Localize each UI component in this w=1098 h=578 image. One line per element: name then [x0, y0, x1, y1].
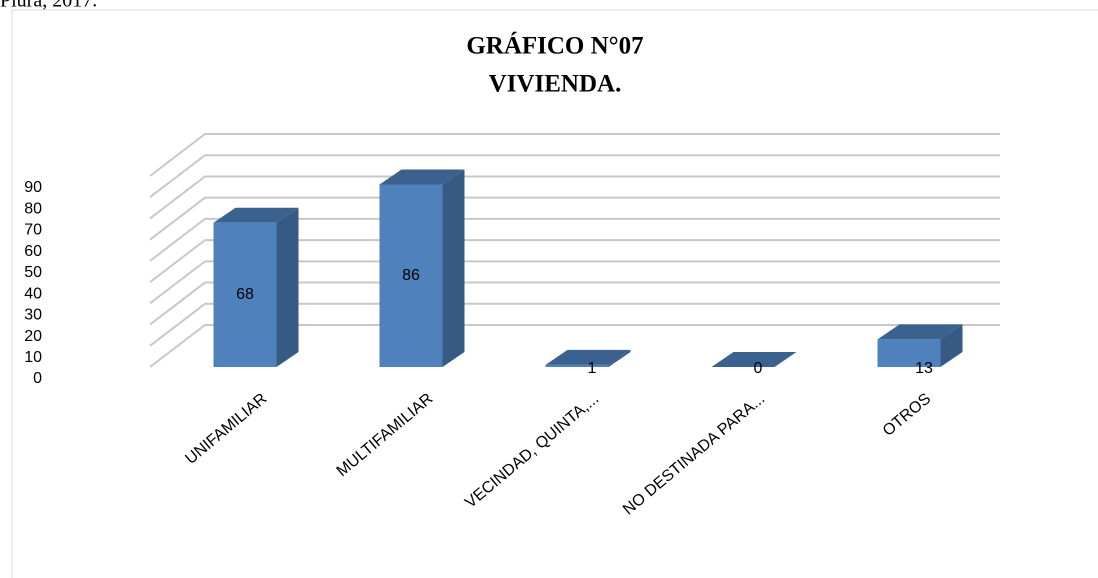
bar-face — [379, 169, 465, 185]
grid-line — [149, 217, 1000, 262]
bar-face — [940, 324, 963, 367]
bar — [711, 352, 797, 367]
grid-line — [149, 175, 1000, 220]
bar — [379, 169, 465, 367]
y-tick-label: 60 — [24, 243, 42, 260]
grid-line — [149, 281, 1000, 326]
y-tick-label: 0 — [33, 370, 42, 387]
caption: Piura, 2017. — [0, 0, 97, 12]
y-tick-label: 90 — [24, 179, 42, 196]
y-tick-label: 10 — [24, 349, 42, 366]
x-tick-label: OTROS — [880, 390, 935, 440]
grid-line — [149, 196, 1000, 241]
bar-face — [213, 207, 299, 223]
chart-title: GRÁFICO N°07 — [466, 32, 643, 60]
x-tick-label: VECINDAD, QUINTA,... — [462, 390, 602, 511]
chart-frame — [11, 9, 1098, 578]
y-tick-label: 30 — [24, 307, 42, 324]
value-label: 86 — [402, 267, 420, 284]
y-tick-label: 40 — [24, 285, 42, 302]
grid-line — [149, 154, 1000, 199]
value-label: 68 — [236, 286, 254, 303]
chart-subtitle: VIVIENDA. — [489, 71, 622, 98]
grid-line — [149, 260, 1000, 305]
bar-face — [711, 352, 797, 367]
bar-face — [877, 324, 963, 340]
y-tick-label: 70 — [24, 222, 42, 239]
bar-face — [545, 364, 609, 367]
bar-face — [213, 222, 277, 367]
x-tick-label: MULTIFAMILIAR — [334, 390, 437, 480]
grid-line — [149, 239, 1000, 283]
bar-face — [276, 207, 299, 367]
bar-face — [442, 169, 465, 367]
bar — [213, 207, 299, 367]
value-label: 0 — [754, 360, 763, 377]
value-label: 13 — [915, 360, 933, 377]
grid-line — [149, 302, 1000, 347]
x-tick-label: UNIFAMILIAR — [182, 390, 270, 468]
value-label: 1 — [588, 360, 597, 377]
y-tick-label: 50 — [24, 264, 42, 281]
x-tick-label: NO DESTINADA PARA... — [620, 390, 768, 518]
bar-face — [545, 349, 631, 365]
grid-line — [149, 133, 1000, 177]
y-tick-label: 20 — [24, 328, 42, 345]
bar — [545, 349, 631, 367]
bar — [877, 324, 963, 367]
bar-face — [608, 349, 631, 367]
grid-line — [149, 324, 1000, 368]
bar-face — [877, 339, 941, 367]
y-tick-label: 80 — [24, 200, 42, 217]
bar-face — [379, 184, 443, 367]
